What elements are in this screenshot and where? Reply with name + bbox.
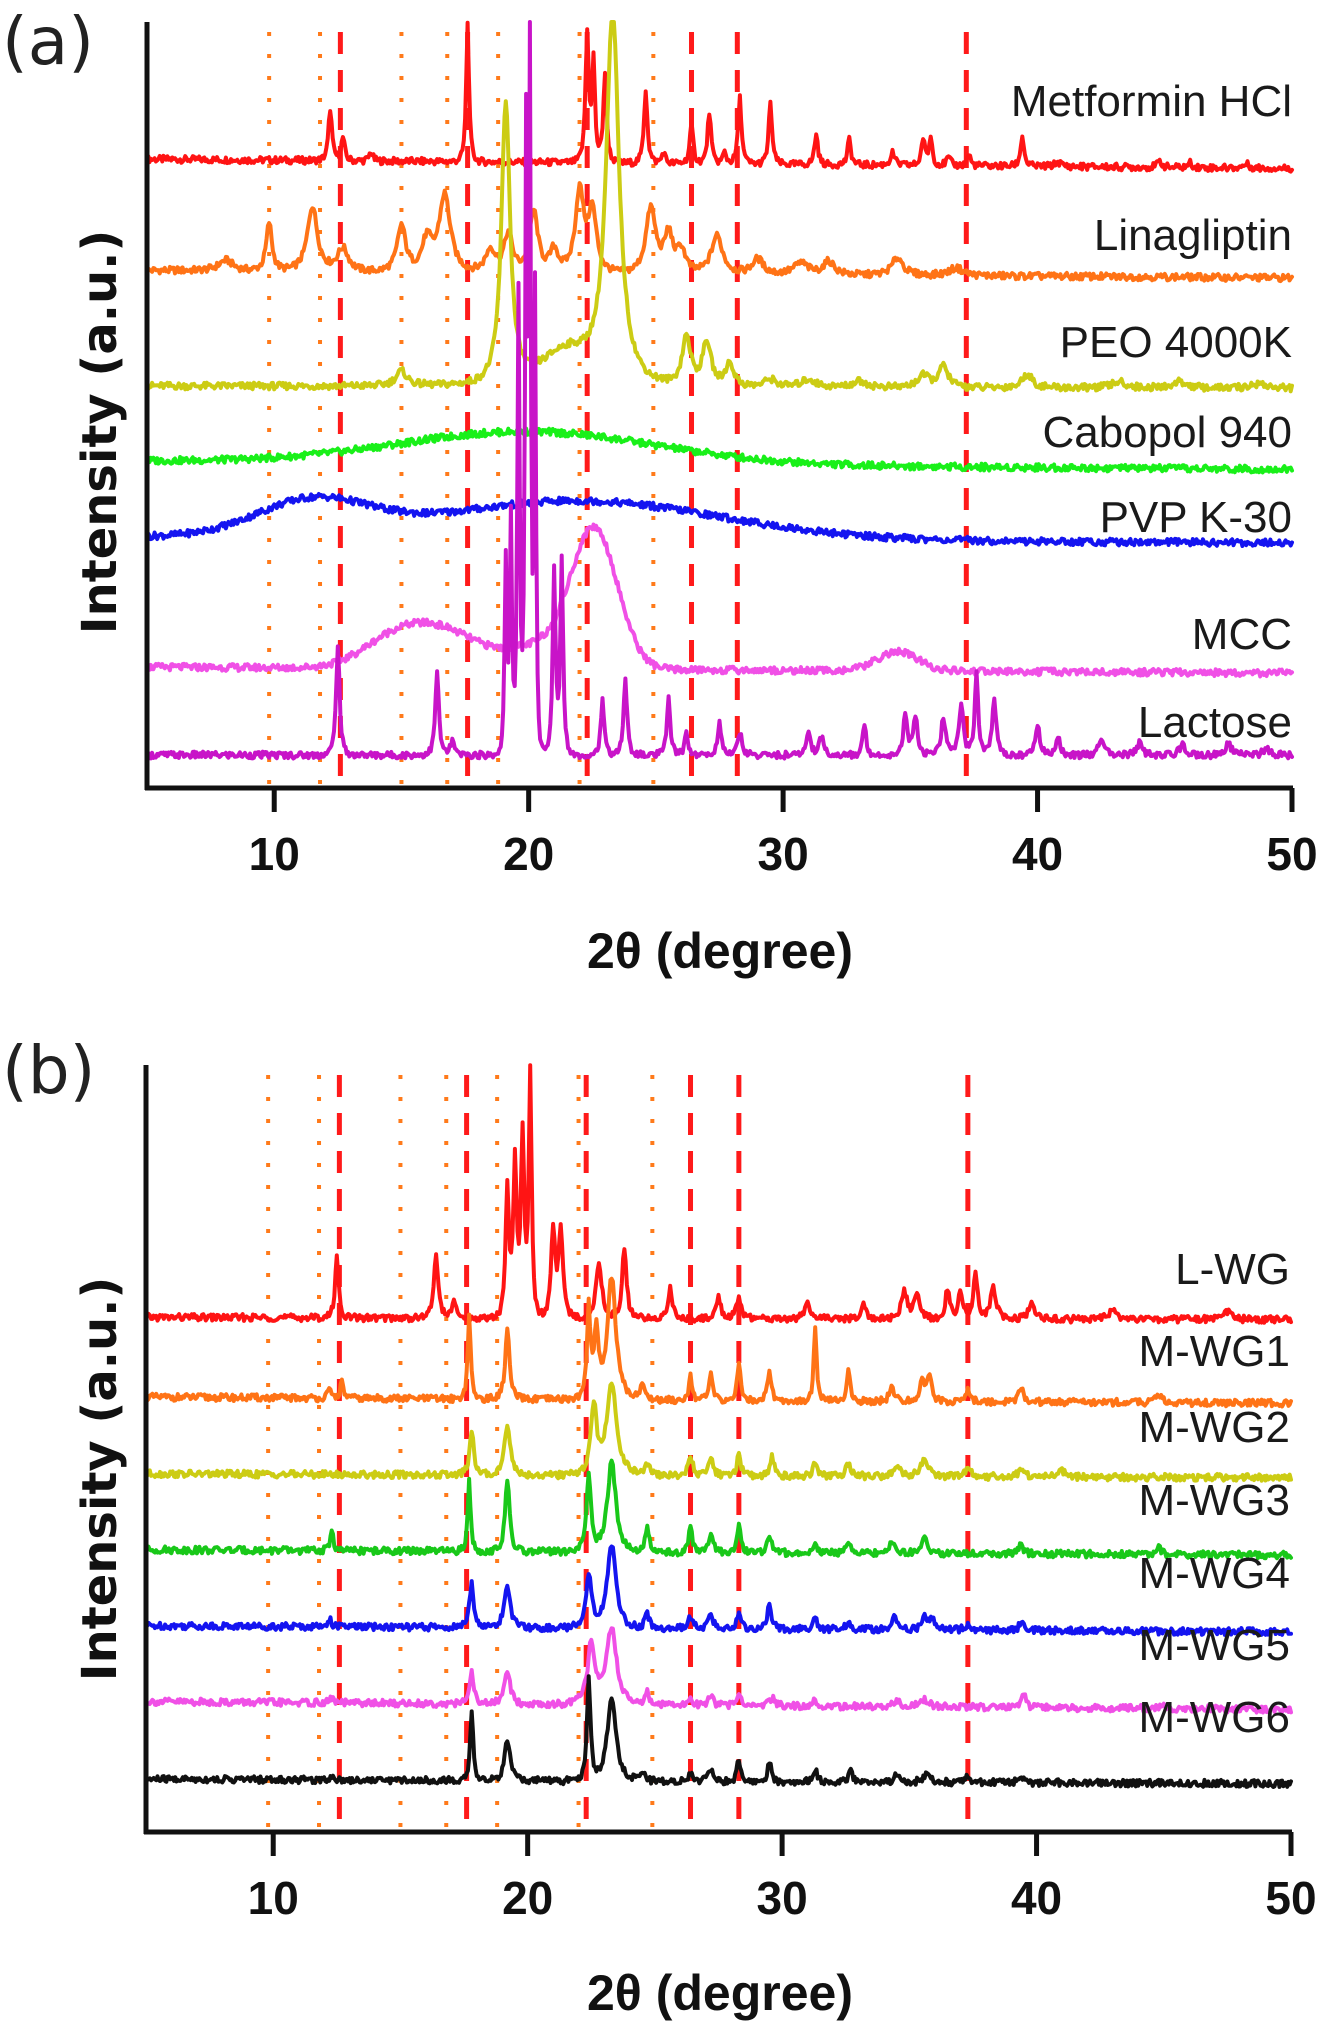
xrd-trace-m-wg2 <box>144 1381 1293 1483</box>
trace-label-l-wg: L-WG <box>1175 1245 1290 1294</box>
x-axis-title: 2θ (degree) <box>587 1965 853 2021</box>
trace-label-cabopol-940: Cabopol 940 <box>1042 408 1292 457</box>
x-tick-labels: 10 20 30 40 50 <box>249 828 1318 880</box>
panel-b: (b) L-WG M-WG1 M-WG2 M-WG3 M-WG4 M-WG5 M… <box>2 1032 1317 2021</box>
x-tick-label: 30 <box>757 1872 808 1924</box>
xrd-trace-mcc <box>145 522 1294 679</box>
trace-label-m-wg6: M-WG6 <box>1138 1693 1290 1742</box>
x-ticks <box>271 788 1295 812</box>
x-tick-label: 40 <box>1012 828 1063 880</box>
x-tick-labels: 10 20 30 40 50 <box>248 1872 1317 1924</box>
axes <box>143 1065 1292 1835</box>
trace-label-lactose: Lactose <box>1138 698 1292 747</box>
xrd-trace-m-wg5 <box>144 1626 1293 1715</box>
reference-lines <box>266 1075 971 1828</box>
xrd-trace-m-wg4 <box>144 1544 1293 1637</box>
x-tick-label: 20 <box>502 1872 553 1924</box>
xrd-trace-pvp-k-30 <box>145 492 1294 548</box>
x-tick-label: 10 <box>248 1872 299 1924</box>
trace-label-linagliptin: Linagliptin <box>1094 211 1292 260</box>
xrd-traces <box>145 20 1294 761</box>
xrd-trace-l-wg <box>144 1063 1293 1325</box>
y-axis-title: Intensity (a.u.) <box>72 230 128 635</box>
reference-lines <box>267 32 969 784</box>
xrd-trace-linagliptin <box>145 181 1294 284</box>
x-tick-label: 20 <box>503 828 554 880</box>
trace-label-metformin-hcl: Metformin HCl <box>1011 77 1292 126</box>
trace-label-m-wg2: M-WG2 <box>1138 1403 1290 1452</box>
axes <box>144 22 1293 791</box>
trace-label-m-wg5: M-WG5 <box>1138 1621 1290 1670</box>
xrd-trace-lactose <box>145 20 1294 761</box>
x-tick-label: 10 <box>249 828 300 880</box>
x-tick-label: 40 <box>1011 1872 1062 1924</box>
xrd-trace-peo-4000k <box>145 20 1294 394</box>
trace-label-m-wg3: M-WG3 <box>1138 1476 1290 1525</box>
trace-label-mcc: MCC <box>1192 610 1292 659</box>
x-ticks <box>270 1832 1294 1856</box>
trace-labels: L-WG M-WG1 M-WG2 M-WG3 M-WG4 M-WG5 M-WG6 <box>1138 1245 1290 1742</box>
xrd-trace-m-wg6 <box>144 1674 1293 1789</box>
xrd-trace-m-wg3 <box>144 1458 1293 1561</box>
panel-a: (a) Metformin HCl Linagliptin PEO 4000K … <box>2 3 1318 979</box>
trace-label-pvp-k30: PVP K-30 <box>1100 493 1292 542</box>
y-axis-title: Intensity (a.u.) <box>72 1277 128 1682</box>
x-axis-title: 2θ (degree) <box>587 923 853 979</box>
x-tick-label: 50 <box>1265 1872 1316 1924</box>
panel-a-tag: (a) <box>2 3 94 80</box>
panel-b-tag: (b) <box>2 1032 95 1109</box>
xrd-trace-cabopol-940 <box>145 426 1294 475</box>
trace-labels: Metformin HCl Linagliptin PEO 4000K Cabo… <box>1011 77 1292 747</box>
x-tick-label: 50 <box>1266 828 1317 880</box>
trace-label-m-wg4: M-WG4 <box>1138 1549 1290 1598</box>
xrd-trace-m-wg1 <box>144 1276 1293 1409</box>
xrd-traces <box>144 1063 1293 1789</box>
trace-label-m-wg1: M-WG1 <box>1138 1327 1290 1376</box>
trace-label-peo-4000k: PEO 4000K <box>1060 318 1292 367</box>
xrd-trace-metformin-hcl <box>145 20 1294 174</box>
x-tick-label: 30 <box>758 828 809 880</box>
